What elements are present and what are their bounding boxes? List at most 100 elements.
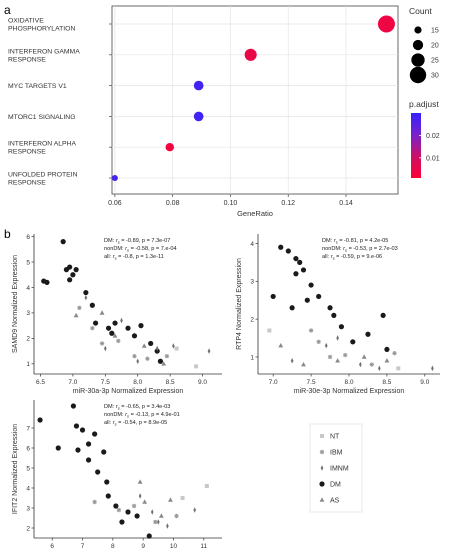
point-dm (41, 278, 47, 284)
category-label: OXIDATIVE (8, 18, 44, 25)
point-dm (92, 431, 98, 437)
point-ibm (145, 356, 150, 361)
stats-value: = -0.65, p = 3.4e-03 (120, 404, 171, 410)
stats-line: DM: rs = -0.65, p = 3.4e-03 (104, 404, 170, 411)
plot-frame (111, 5, 399, 195)
panel-label-b: b (4, 227, 11, 241)
x-tick-label: 6.5 (36, 379, 45, 386)
point-nt (320, 434, 324, 438)
point-dm (331, 312, 337, 318)
stats-r: r (125, 246, 128, 252)
x-tick-label: 7.0 (68, 379, 77, 386)
point-as (384, 358, 390, 363)
x-tick-label: 7.5 (307, 379, 316, 386)
point-dm (37, 417, 43, 423)
x-tick-label: 9.0 (420, 379, 429, 386)
point-imnm (320, 465, 324, 471)
point-dm (85, 441, 92, 447)
count-legend-dot (411, 53, 425, 67)
x-tick-label: 8 (111, 543, 115, 550)
point-imnm (157, 519, 160, 525)
stats-r: r (116, 404, 119, 410)
point-as (137, 479, 143, 484)
stats-r: r (113, 254, 116, 260)
x-tick-label: 10 (170, 543, 178, 550)
point-imnm (104, 345, 107, 352)
point-ibm (343, 352, 348, 358)
point-imnm (155, 345, 159, 352)
stats-value: = -0.59, p = 9.e-06 (335, 254, 383, 260)
point-dm (119, 519, 125, 525)
stats-value: = -0.58, p = 7.e-04 (129, 246, 177, 252)
point-imnm (359, 361, 362, 368)
stats-subscript: s (118, 406, 120, 411)
point-dm (70, 272, 76, 278)
point-dm (285, 248, 291, 254)
y-tick-label: 2 (26, 336, 30, 343)
legend-box (309, 423, 363, 513)
y-tick-label: 4 (26, 285, 30, 292)
y-tick-label: 7 (26, 425, 30, 432)
point-as (99, 310, 105, 315)
point-imnm (136, 358, 140, 365)
point-ibm (392, 350, 397, 356)
x-tick-label: 8.0 (344, 379, 353, 386)
stats-r: r (125, 412, 128, 418)
point-dm (67, 277, 73, 283)
stats-value: = -0.89, p = 7.3e-07 (120, 238, 171, 244)
x-tick-label: 7.5 (101, 379, 110, 386)
point-as (142, 499, 148, 504)
legend-label-dm: DM (330, 482, 341, 489)
stats-subscript: s (345, 248, 347, 253)
point-nt (396, 366, 401, 371)
point-as (168, 497, 173, 502)
point-dm (79, 427, 86, 433)
stats-line: all: rs = -0.59, p = 9.e-06 (322, 254, 382, 261)
point-as (141, 343, 147, 348)
point-ibm (153, 519, 158, 525)
category-label: INTERFERON GAMMA (8, 48, 80, 55)
stats-line: nonDM: rs = -0.13, p = 4.9e-01 (104, 412, 180, 419)
point-imnm (431, 365, 434, 372)
point-dm (148, 340, 154, 347)
y-tick-label: 1 (250, 354, 254, 361)
point-ibm (174, 513, 179, 519)
point-imnm (290, 357, 294, 364)
point-dm (316, 293, 322, 300)
point-nt (174, 346, 179, 351)
point-ibm (319, 449, 325, 455)
point-dm (270, 293, 276, 300)
point-ibm (132, 353, 137, 359)
point-imnm (207, 348, 211, 354)
point-as (319, 497, 325, 502)
stats-prefix: all: (104, 254, 113, 260)
point-dm (101, 449, 107, 455)
category-label: RESPONSE (8, 180, 46, 187)
point-dm (109, 330, 115, 336)
point-dm (60, 239, 66, 245)
point-dm (89, 302, 95, 308)
scatter-samd9-panel: 6.5 7.0 7.5 8.0 8.5 9.0 1 2 3 4 5 6 miR-30a-3p Norma… (12, 234, 222, 395)
stats-r: r (113, 420, 116, 426)
stats-subscript: s (118, 240, 120, 245)
x-axis-title: miR-30e-3p Normalized Expression (294, 388, 405, 395)
point-dm (105, 325, 112, 331)
y-axis-title: IFIT2 Normalized Expression (12, 424, 19, 514)
stats-line: DM: rs = -0.81, p = 4.2e-05 (322, 238, 388, 245)
point-dm (327, 305, 333, 311)
point-dm (92, 320, 99, 326)
x-tick-label: 0.08 (166, 200, 180, 207)
point-ibm (308, 328, 314, 333)
point-dm (70, 403, 77, 409)
stats-subscript: s (115, 422, 117, 427)
point-nt (180, 496, 185, 500)
y-tick-label: 3 (250, 279, 254, 286)
x-tick-label: 0.06 (108, 200, 122, 207)
y-tick-label: 2 (26, 525, 30, 532)
point-dm (380, 312, 386, 318)
y-tick-label: 6 (26, 234, 30, 241)
stats-subscript: s (115, 256, 117, 261)
y-tick-label: 3 (26, 505, 30, 512)
x-tick-label: 0.10 (224, 200, 238, 207)
